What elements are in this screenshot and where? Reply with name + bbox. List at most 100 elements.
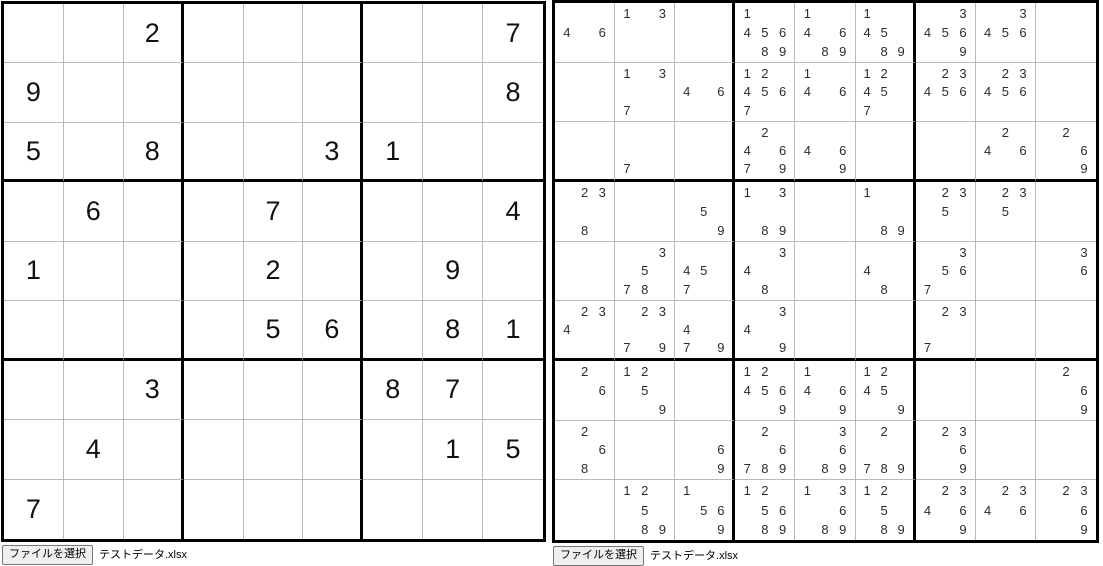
candidate-cell-r2c3[interactable]: 123 456 789	[675, 62, 736, 123]
candidate-cell-r7c1[interactable]: 123456 789	[555, 361, 616, 421]
candidate-cell-r1c5[interactable]: 123 456 789	[795, 3, 856, 63]
puzzle-cell-r8c5[interactable]	[243, 420, 304, 480]
puzzle-cell-r8c2[interactable]: 4	[63, 420, 124, 480]
candidate-cell-r8c9[interactable]: 123456789	[1035, 421, 1096, 481]
puzzle-cell-r5c3[interactable]	[123, 241, 184, 302]
right-file-input-bar[interactable]: ファイルを選択 テストデータ.xlsx	[551, 543, 1103, 566]
puzzle-cell-r2c3[interactable]	[123, 63, 184, 123]
puzzle-cell-r9c2[interactable]	[64, 479, 124, 539]
candidate-cell-r9c6[interactable]: 123456789	[856, 480, 916, 540]
candidate-cell-r2c9[interactable]: 123456789	[1035, 63, 1096, 123]
puzzle-cell-r5c7[interactable]	[363, 241, 424, 302]
candidate-cell-r5c7[interactable]: 123 456 789	[915, 241, 976, 302]
puzzle-cell-r4c7[interactable]	[363, 182, 424, 242]
candidate-cell-r4c9[interactable]: 123456789	[1035, 182, 1096, 242]
candidate-cell-r2c2[interactable]: 123 456 789	[615, 62, 676, 123]
puzzle-cell-r4c2[interactable]: 6	[63, 182, 124, 242]
puzzle-cell-r7c5[interactable]	[243, 360, 304, 421]
candidate-cell-r1c3[interactable]: 123456789	[675, 3, 736, 63]
candidate-cell-r9c9[interactable]: 123 456 789	[1036, 480, 1096, 540]
puzzle-cell-r1c4[interactable]	[183, 4, 244, 64]
candidate-cell-r9c7[interactable]: 123 456 789	[916, 480, 976, 540]
candidate-cell-r3c5[interactable]: 123 456 789	[795, 122, 856, 182]
puzzle-cell-r6c7[interactable]	[363, 301, 424, 361]
puzzle-cell-r3c1[interactable]: 5	[4, 122, 64, 183]
puzzle-cell-r5c5[interactable]: 2	[243, 241, 304, 302]
puzzle-cell-r6c9[interactable]: 1	[483, 301, 543, 361]
puzzle-cell-r1c9[interactable]: 7	[483, 4, 543, 64]
candidate-cell-r1c1[interactable]: 123 456 789	[555, 3, 616, 63]
puzzle-cell-r2c9[interactable]: 8	[483, 63, 543, 123]
candidate-cell-r1c2[interactable]: 123 456789	[615, 3, 676, 63]
candidate-cell-r5c5[interactable]: 123456789	[795, 241, 856, 302]
puzzle-cell-r5c9[interactable]	[483, 242, 543, 302]
puzzle-cell-r6c6[interactable]: 6	[303, 301, 364, 361]
puzzle-cell-r3c6[interactable]: 3	[303, 122, 364, 183]
puzzle-cell-r2c8[interactable]	[423, 63, 484, 123]
puzzle-cell-r1c8[interactable]	[423, 4, 484, 64]
candidate-cell-r7c2[interactable]: 123456789	[615, 361, 676, 421]
candidate-cell-r6c1[interactable]: 123 456789	[555, 301, 616, 361]
puzzle-cell-r4c6[interactable]	[303, 182, 364, 242]
candidate-cell-r6c4[interactable]: 123 456789	[735, 301, 796, 361]
puzzle-cell-r3c8[interactable]	[423, 122, 484, 183]
puzzle-cell-r9c6[interactable]	[303, 479, 364, 539]
left-file-input-bar[interactable]: ファイルを選択 テストデータ.xlsx	[0, 542, 547, 565]
candidate-cell-r5c9[interactable]: 123 456 789	[1035, 242, 1096, 302]
candidate-cell-r4c1[interactable]: 123 456789	[555, 182, 616, 242]
puzzle-cell-r6c3[interactable]	[123, 301, 184, 361]
candidate-cell-r2c6[interactable]: 123 456 789	[855, 62, 916, 123]
candidate-cell-r2c5[interactable]: 123 456 789	[795, 62, 856, 123]
puzzle-cell-r6c8[interactable]: 8	[423, 301, 484, 361]
left-choose-file-button[interactable]: ファイルを選択	[2, 545, 93, 565]
candidate-cell-r4c4[interactable]: 123 456789	[735, 182, 796, 242]
puzzle-cell-r5c2[interactable]	[63, 241, 124, 302]
candidate-cell-r6c5[interactable]: 123456789	[795, 301, 856, 361]
candidate-cell-r3c1[interactable]: 123456789	[555, 122, 616, 182]
candidate-cell-r7c6[interactable]: 123 456789	[855, 361, 916, 421]
candidate-cell-r3c2[interactable]: 123456 789	[615, 122, 676, 182]
puzzle-cell-r4c1[interactable]	[4, 182, 64, 242]
candidate-cell-r3c4[interactable]: 123 456 789	[735, 122, 796, 182]
candidate-cell-r7c8[interactable]: 123456789	[975, 361, 1036, 421]
candidate-cell-r6c2[interactable]: 123 456 789	[615, 301, 676, 361]
puzzle-cell-r3c3[interactable]: 8	[123, 122, 184, 183]
puzzle-cell-r4c8[interactable]	[423, 182, 484, 242]
candidate-cell-r8c6[interactable]: 123456 789	[855, 420, 916, 481]
puzzle-cell-r7c8[interactable]: 7	[423, 360, 484, 421]
candidate-cell-r6c6[interactable]: 123456789	[855, 301, 916, 361]
puzzle-cell-r9c3[interactable]	[124, 479, 184, 539]
candidate-cell-r1c9[interactable]: 123456789	[1035, 3, 1096, 63]
puzzle-cell-r7c9[interactable]	[483, 361, 543, 421]
candidate-cell-r7c4[interactable]: 123 456 789	[735, 361, 796, 421]
puzzle-cell-r8c1[interactable]	[4, 420, 64, 480]
candidate-cell-r3c3[interactable]: 123456789	[675, 122, 736, 182]
puzzle-cell-r3c4[interactable]	[183, 122, 244, 183]
candidate-cell-r9c2[interactable]: 123456789	[615, 480, 676, 540]
candidate-cell-r4c2[interactable]: 123456789	[615, 182, 676, 242]
candidate-cell-r9c4[interactable]: 123456 789	[735, 480, 796, 540]
puzzle-cell-r2c6[interactable]	[303, 63, 364, 123]
candidate-cell-r6c9[interactable]: 123456789	[1035, 301, 1096, 361]
puzzle-cell-r6c5[interactable]: 5	[243, 301, 304, 361]
candidate-cell-r5c3[interactable]: 123 456 789	[675, 241, 736, 302]
candidate-cell-r7c7[interactable]: 123456789	[915, 361, 976, 421]
candidate-cell-r7c9[interactable]: 123456 789	[1035, 361, 1096, 421]
puzzle-cell-r8c8[interactable]: 1	[423, 420, 484, 480]
puzzle-cell-r5c8[interactable]: 9	[423, 241, 484, 302]
puzzle-cell-r5c6[interactable]	[303, 241, 364, 302]
candidate-cell-r3c9[interactable]: 123456 789	[1035, 122, 1096, 182]
candidate-cell-r5c1[interactable]: 123456789	[555, 241, 616, 302]
puzzle-cell-r6c2[interactable]	[63, 301, 124, 361]
puzzle-cell-r1c3[interactable]: 2	[123, 4, 184, 64]
puzzle-cell-r1c2[interactable]	[63, 4, 124, 64]
candidate-cell-r8c2[interactable]: 123456789	[615, 420, 676, 481]
puzzle-cell-r8c3[interactable]	[123, 420, 184, 480]
candidate-cell-r4c3[interactable]: 123456789	[675, 182, 736, 242]
puzzle-cell-r2c1[interactable]: 9	[4, 63, 64, 123]
candidate-cell-r3c6[interactable]: 123456789	[855, 122, 916, 182]
puzzle-cell-r2c4[interactable]	[183, 63, 244, 123]
puzzle-grid[interactable]: 2 7 9 8 5 8 3 1 6 7 4 1 2 9 5 6 8 1 3 8 7 4 1 5 7	[1, 1, 546, 542]
candidate-cell-r9c5[interactable]: 123 456 789	[795, 480, 856, 540]
puzzle-cell-r1c6[interactable]	[303, 4, 364, 64]
